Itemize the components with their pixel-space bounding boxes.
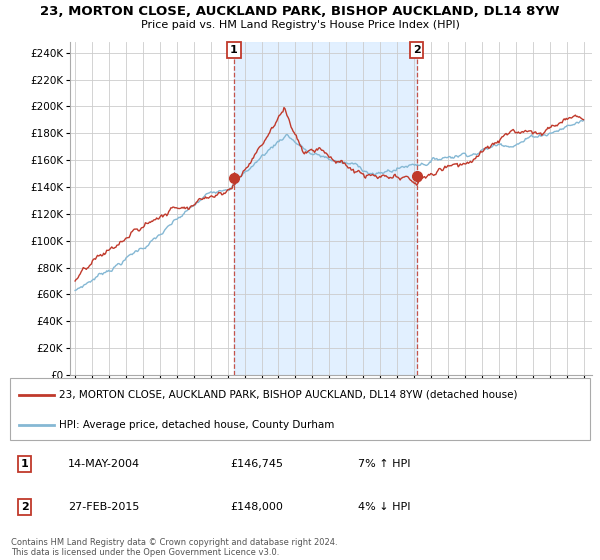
- Text: 23, MORTON CLOSE, AUCKLAND PARK, BISHOP AUCKLAND, DL14 8YW: 23, MORTON CLOSE, AUCKLAND PARK, BISHOP …: [40, 5, 560, 18]
- Bar: [234, 42, 416, 375]
- Text: £148,000: £148,000: [230, 502, 283, 512]
- Text: 4% ↓ HPI: 4% ↓ HPI: [358, 502, 410, 512]
- Text: HPI: Average price, detached house, County Durham: HPI: Average price, detached house, Coun…: [59, 419, 335, 430]
- Text: Price paid vs. HM Land Registry's House Price Index (HPI): Price paid vs. HM Land Registry's House …: [140, 20, 460, 30]
- Text: 2: 2: [20, 502, 28, 512]
- Text: 1: 1: [230, 45, 238, 55]
- Text: 2: 2: [413, 45, 421, 55]
- Text: 27-FEB-2015: 27-FEB-2015: [68, 502, 139, 512]
- Text: 23, MORTON CLOSE, AUCKLAND PARK, BISHOP AUCKLAND, DL14 8YW (detached house): 23, MORTON CLOSE, AUCKLAND PARK, BISHOP …: [59, 390, 518, 400]
- Text: Contains HM Land Registry data © Crown copyright and database right 2024.
This d: Contains HM Land Registry data © Crown c…: [11, 538, 337, 557]
- Text: 14-MAY-2004: 14-MAY-2004: [68, 459, 140, 469]
- Text: £146,745: £146,745: [230, 459, 283, 469]
- FancyBboxPatch shape: [10, 378, 590, 440]
- Text: 1: 1: [20, 459, 28, 469]
- Text: 7% ↑ HPI: 7% ↑ HPI: [358, 459, 410, 469]
